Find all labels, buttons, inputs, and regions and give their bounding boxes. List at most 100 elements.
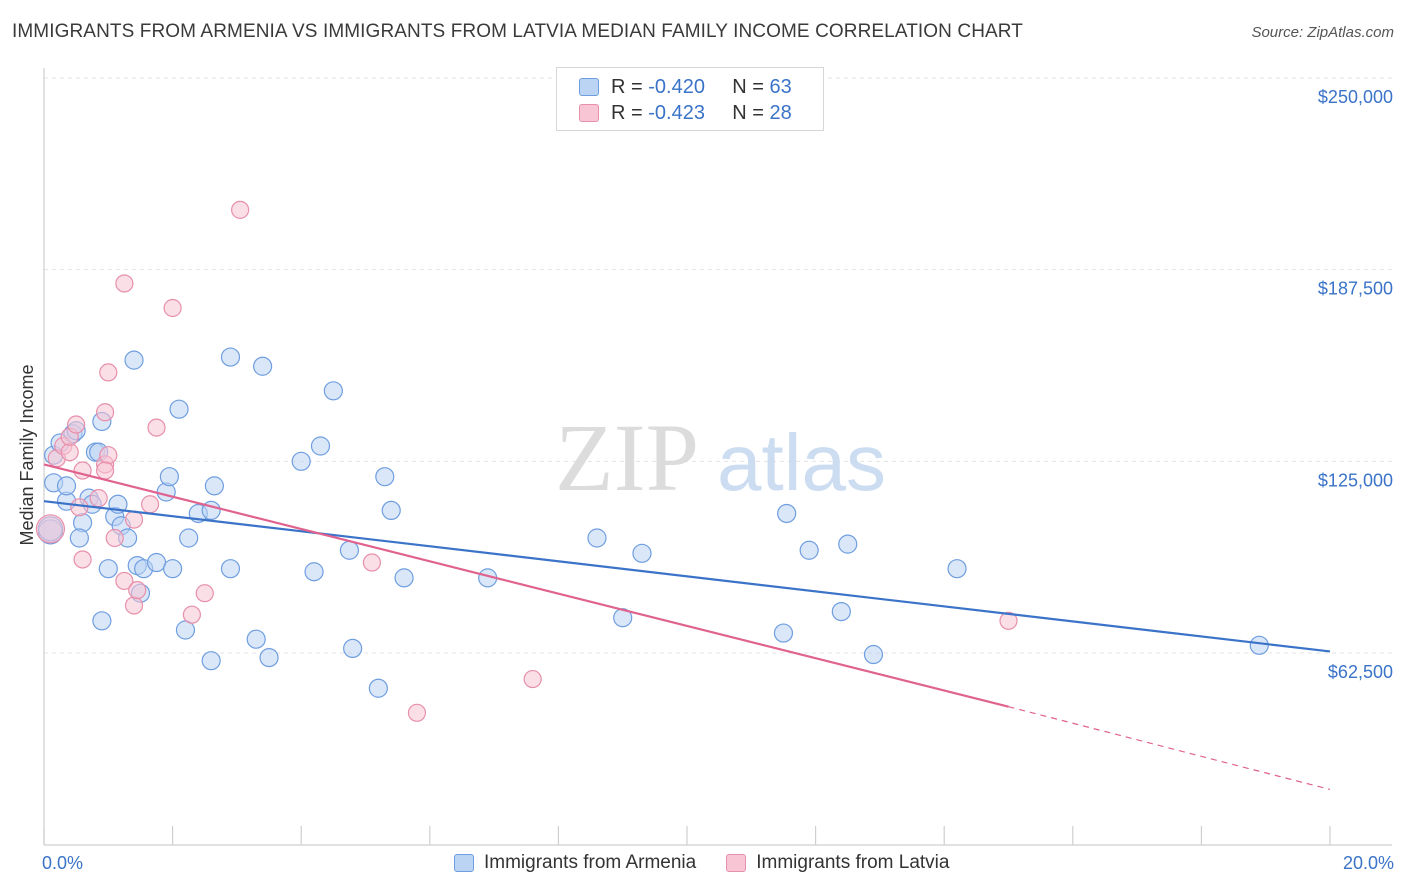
y-tick-label: $125,000: [1318, 470, 1393, 490]
legend-r-label: R =: [611, 75, 643, 98]
point-latvia: [128, 581, 147, 600]
point-armenia: [368, 678, 388, 698]
series-label-latvia: Immigrants from Latvia: [756, 852, 950, 873]
point-armenia: [831, 601, 851, 622]
y-tick-label: $187,500: [1318, 279, 1393, 299]
point-armenia: [220, 347, 241, 367]
point-armenia: [220, 559, 241, 579]
x-tick-label: 0.0%: [42, 853, 83, 873]
watermark-atlas: atlas: [717, 418, 886, 507]
point-latvia: [115, 571, 134, 591]
point-latvia: [523, 669, 542, 689]
point-armenia: [204, 476, 224, 496]
point-armenia: [1249, 635, 1269, 655]
legend-r-latvia: -0.423: [648, 101, 705, 124]
source-note: Source: ZipAtlas.com: [1251, 24, 1394, 41]
point-armenia: [632, 543, 652, 563]
point-armenia: [947, 559, 967, 579]
point-armenia: [863, 644, 884, 665]
series-swatch-latvia: [726, 854, 747, 872]
point-latvia: [60, 443, 79, 462]
point-latvia: [35, 514, 66, 544]
x-tick-label: 20.0%: [1343, 853, 1394, 873]
point-armenia: [98, 559, 118, 579]
legend-row-latvia: R = -0.423 N = 28: [579, 100, 792, 126]
point-armenia: [838, 534, 858, 554]
point-armenia: [56, 476, 77, 496]
legend: R = -0.420 N = 63 R = -0.423 N = 28: [556, 67, 824, 131]
y-tick-label: $250,000: [1318, 87, 1393, 107]
point-armenia: [304, 562, 324, 582]
legend-n-latvia: 28: [769, 101, 792, 124]
point-armenia: [253, 356, 273, 376]
point-latvia: [999, 611, 1018, 630]
point-armenia: [323, 381, 343, 401]
point-latvia: [140, 495, 160, 514]
point-armenia: [587, 528, 607, 548]
point-latvia: [99, 446, 118, 465]
trend-lines: [43, 463, 1331, 791]
trend-line-latvia-extrapolated: [1008, 706, 1331, 791]
legend-row-armenia: R = -0.420 N = 63: [579, 74, 792, 100]
point-latvia: [147, 418, 166, 437]
y-tick-label: $62,500: [1328, 662, 1393, 682]
point-armenia: [69, 528, 89, 548]
axes: [43, 68, 1392, 846]
point-armenia: [146, 552, 167, 573]
legend-n-armenia: 63: [769, 75, 792, 98]
point-armenia: [339, 540, 360, 560]
point-armenia: [777, 503, 797, 524]
point-armenia: [159, 467, 179, 487]
point-armenia: [381, 500, 401, 520]
point-armenia: [179, 528, 199, 548]
point-armenia: [310, 436, 331, 456]
point-armenia: [163, 559, 183, 579]
watermark-zip: ZIP: [555, 404, 699, 511]
point-latvia: [99, 363, 118, 382]
y-axis-label: Median Family Income: [17, 364, 37, 545]
point-latvia: [105, 528, 124, 548]
watermark: ZIP atlas: [555, 404, 886, 511]
point-armenia: [92, 611, 112, 631]
chart-title: IMMIGRANTS FROM ARMENIA VS IMMIGRANTS FR…: [12, 21, 1023, 42]
series-label-armenia: Immigrants from Armenia: [484, 852, 697, 873]
point-armenia: [394, 568, 414, 588]
point-latvia: [115, 274, 134, 293]
point-armenia: [169, 399, 189, 419]
series-legend: Immigrants from Armenia Immigrants from …: [454, 852, 979, 874]
legend-swatch-latvia: [579, 104, 599, 122]
point-armenia: [799, 540, 819, 560]
point-latvia: [95, 461, 115, 480]
trend-line-armenia: [43, 500, 1331, 653]
point-latvia: [231, 200, 250, 219]
point-latvia: [407, 703, 427, 722]
point-latvia: [124, 510, 144, 529]
point-armenia: [375, 467, 395, 487]
point-latvia: [67, 415, 86, 434]
point-latvia: [73, 550, 92, 569]
point-latvia: [124, 596, 144, 615]
point-latvia: [70, 498, 89, 517]
point-armenia: [246, 629, 266, 649]
trend-line-latvia: [43, 463, 1009, 708]
points-latvia: [35, 200, 1018, 722]
series-legend-armenia: Immigrants from Armenia: [454, 852, 696, 874]
point-latvia: [89, 489, 108, 508]
point-latvia: [163, 298, 182, 318]
legend-r-armenia: -0.420: [648, 75, 705, 98]
series-swatch-armenia: [454, 854, 474, 872]
tick-labels: $62,500 $125,000 $187,500 $250,000 0.0% 20.0%: [42, 87, 1394, 873]
point-latvia: [95, 403, 115, 422]
point-armenia: [201, 651, 221, 671]
legend-swatch-armenia: [579, 78, 599, 96]
legend-r-label: R =: [611, 101, 643, 124]
point-latvia: [195, 584, 214, 603]
point-armenia: [343, 638, 363, 659]
point-armenia: [773, 623, 794, 643]
legend-n-label: N =: [732, 101, 764, 124]
series-legend-latvia: Immigrants from Latvia: [726, 852, 949, 874]
point-armenia: [259, 647, 279, 668]
legend-n-label: N =: [732, 75, 764, 98]
gridlines: [44, 77, 1392, 654]
